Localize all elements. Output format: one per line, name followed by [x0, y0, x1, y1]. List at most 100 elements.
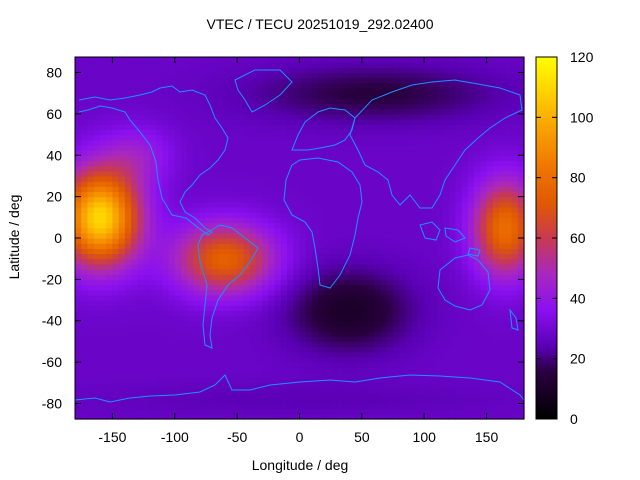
heatmap-cell: [87, 232, 95, 239]
heatmap-cell: [499, 124, 506, 130]
heatmap-cell: [274, 294, 282, 301]
heatmap-cell: [293, 175, 301, 182]
heatmap-cell: [174, 258, 182, 265]
heatmap-cell: [168, 336, 176, 343]
heatmap-cell: [193, 113, 201, 120]
heatmap-cell: [287, 279, 294, 286]
heatmap-cell: [81, 72, 89, 79]
heatmap-cell: [380, 367, 388, 374]
heatmap-cell: [442, 82, 450, 89]
heatmap-cell: [461, 129, 469, 136]
heatmap-cell: [149, 320, 157, 327]
heatmap-cell: [168, 113, 176, 120]
heatmap-cell: [255, 258, 263, 265]
heatmap-cell: [374, 175, 382, 182]
heatmap-cell: [212, 191, 220, 198]
heatmap-cell: [486, 331, 494, 337]
heatmap-cell: [274, 191, 282, 198]
heatmap-cell: [336, 165, 344, 172]
heatmap-cell: [168, 160, 176, 167]
heatmap-cell: [112, 206, 120, 213]
heatmap-cell: [417, 93, 425, 99]
heatmap-cell: [287, 113, 294, 120]
heatmap-cell: [293, 98, 301, 105]
heatmap-cell: [137, 124, 145, 130]
heatmap-cell: [299, 258, 307, 265]
heatmap-cell: [93, 57, 101, 63]
heatmap-cell: [343, 310, 350, 317]
heatmap-cell: [156, 232, 163, 239]
heatmap-cell: [355, 98, 363, 105]
heatmap-cell: [449, 325, 457, 332]
heatmap-cell: [474, 238, 481, 244]
heatmap-cell: [156, 398, 163, 405]
heatmap-cell: [118, 238, 126, 244]
heatmap-cell: [480, 367, 488, 374]
heatmap-cell: [262, 408, 269, 415]
heatmap-cell: [143, 82, 151, 89]
heatmap-cell: [75, 243, 82, 249]
heatmap-cell: [218, 362, 226, 368]
heatmap-cell: [299, 341, 307, 348]
heatmap-cell: [237, 77, 244, 84]
heatmap-cell: [218, 160, 226, 167]
heatmap-cell: [218, 227, 226, 234]
heatmap-cell: [336, 217, 344, 224]
heatmap-cell: [430, 305, 438, 311]
heatmap-cell: [287, 315, 294, 322]
heatmap-cell: [318, 341, 326, 348]
heatmap-cell: [442, 315, 450, 322]
heatmap-cell: [442, 88, 450, 94]
heatmap-cell: [193, 398, 201, 405]
heatmap-cell: [455, 67, 463, 74]
heatmap-cell: [305, 77, 313, 84]
heatmap-cell: [442, 372, 450, 379]
heatmap-cell: [411, 315, 419, 322]
heatmap-cell: [149, 325, 157, 332]
heatmap-cell: [224, 269, 232, 275]
heatmap-cell: [205, 108, 213, 115]
heatmap-cell: [218, 134, 226, 141]
heatmap-cell: [118, 367, 126, 374]
heatmap-cell: [143, 57, 151, 63]
heatmap-cell: [249, 367, 257, 374]
heatmap-cell: [87, 413, 95, 420]
heatmap-cell: [262, 310, 269, 317]
heatmap-cell: [268, 88, 276, 94]
heatmap-cell: [305, 175, 313, 182]
heatmap-cell: [149, 186, 157, 193]
heatmap-cell: [81, 284, 89, 291]
heatmap-cell: [143, 113, 151, 120]
heatmap-cell: [212, 315, 220, 322]
heatmap-cell: [156, 88, 163, 94]
heatmap-cell: [75, 284, 82, 291]
heatmap-cell: [212, 170, 220, 177]
heatmap-cell: [149, 279, 157, 286]
heatmap-cell: [417, 181, 425, 187]
heatmap-cell: [305, 382, 313, 389]
heatmap-cell: [486, 201, 494, 208]
heatmap-cell: [517, 196, 525, 203]
heatmap-cell: [368, 356, 375, 363]
heatmap-cell: [436, 398, 444, 405]
heatmap-cell: [224, 113, 232, 120]
heatmap-cell: [305, 139, 313, 146]
heatmap-cell: [505, 134, 513, 141]
heatmap-cell: [168, 103, 176, 110]
heatmap-cell: [224, 258, 232, 265]
heatmap-cell: [274, 170, 282, 177]
heatmap-cell: [268, 289, 276, 296]
heatmap-cell: [380, 310, 388, 317]
heatmap-cell: [417, 160, 425, 167]
heatmap-cell: [430, 62, 438, 68]
heatmap-cell: [287, 413, 294, 420]
heatmap-cell: [162, 77, 170, 84]
heatmap-cell: [293, 408, 301, 415]
heatmap-cell: [492, 248, 500, 255]
heatmap-cell: [368, 222, 375, 229]
heatmap-cell: [455, 217, 463, 224]
heatmap-cell: [411, 269, 419, 275]
heatmap-cell: [442, 170, 450, 177]
heatmap-cell: [355, 346, 363, 353]
heatmap-cell: [205, 331, 213, 337]
